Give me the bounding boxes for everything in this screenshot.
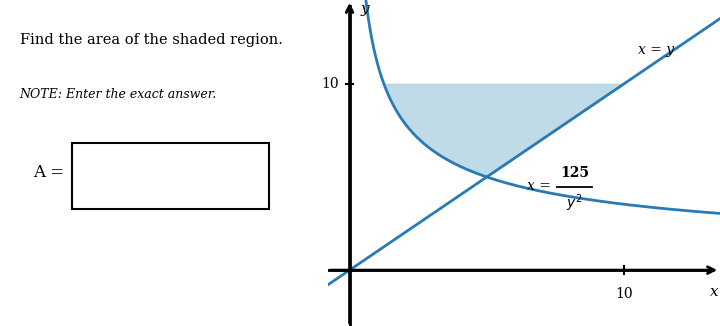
- Text: A =: A =: [33, 164, 64, 181]
- Text: y: y: [360, 2, 369, 16]
- Text: $y^2$: $y^2$: [567, 193, 582, 215]
- Text: 125: 125: [560, 166, 589, 180]
- Text: x =: x =: [527, 179, 555, 193]
- Text: NOTE: Enter the exact answer.: NOTE: Enter the exact answer.: [19, 88, 217, 101]
- Text: x = y: x = y: [638, 43, 674, 57]
- Text: 10: 10: [321, 77, 338, 91]
- Text: 10: 10: [615, 287, 633, 301]
- FancyBboxPatch shape: [72, 143, 269, 209]
- Text: Find the area of the shaded region.: Find the area of the shaded region.: [19, 33, 282, 47]
- Text: x: x: [710, 286, 719, 300]
